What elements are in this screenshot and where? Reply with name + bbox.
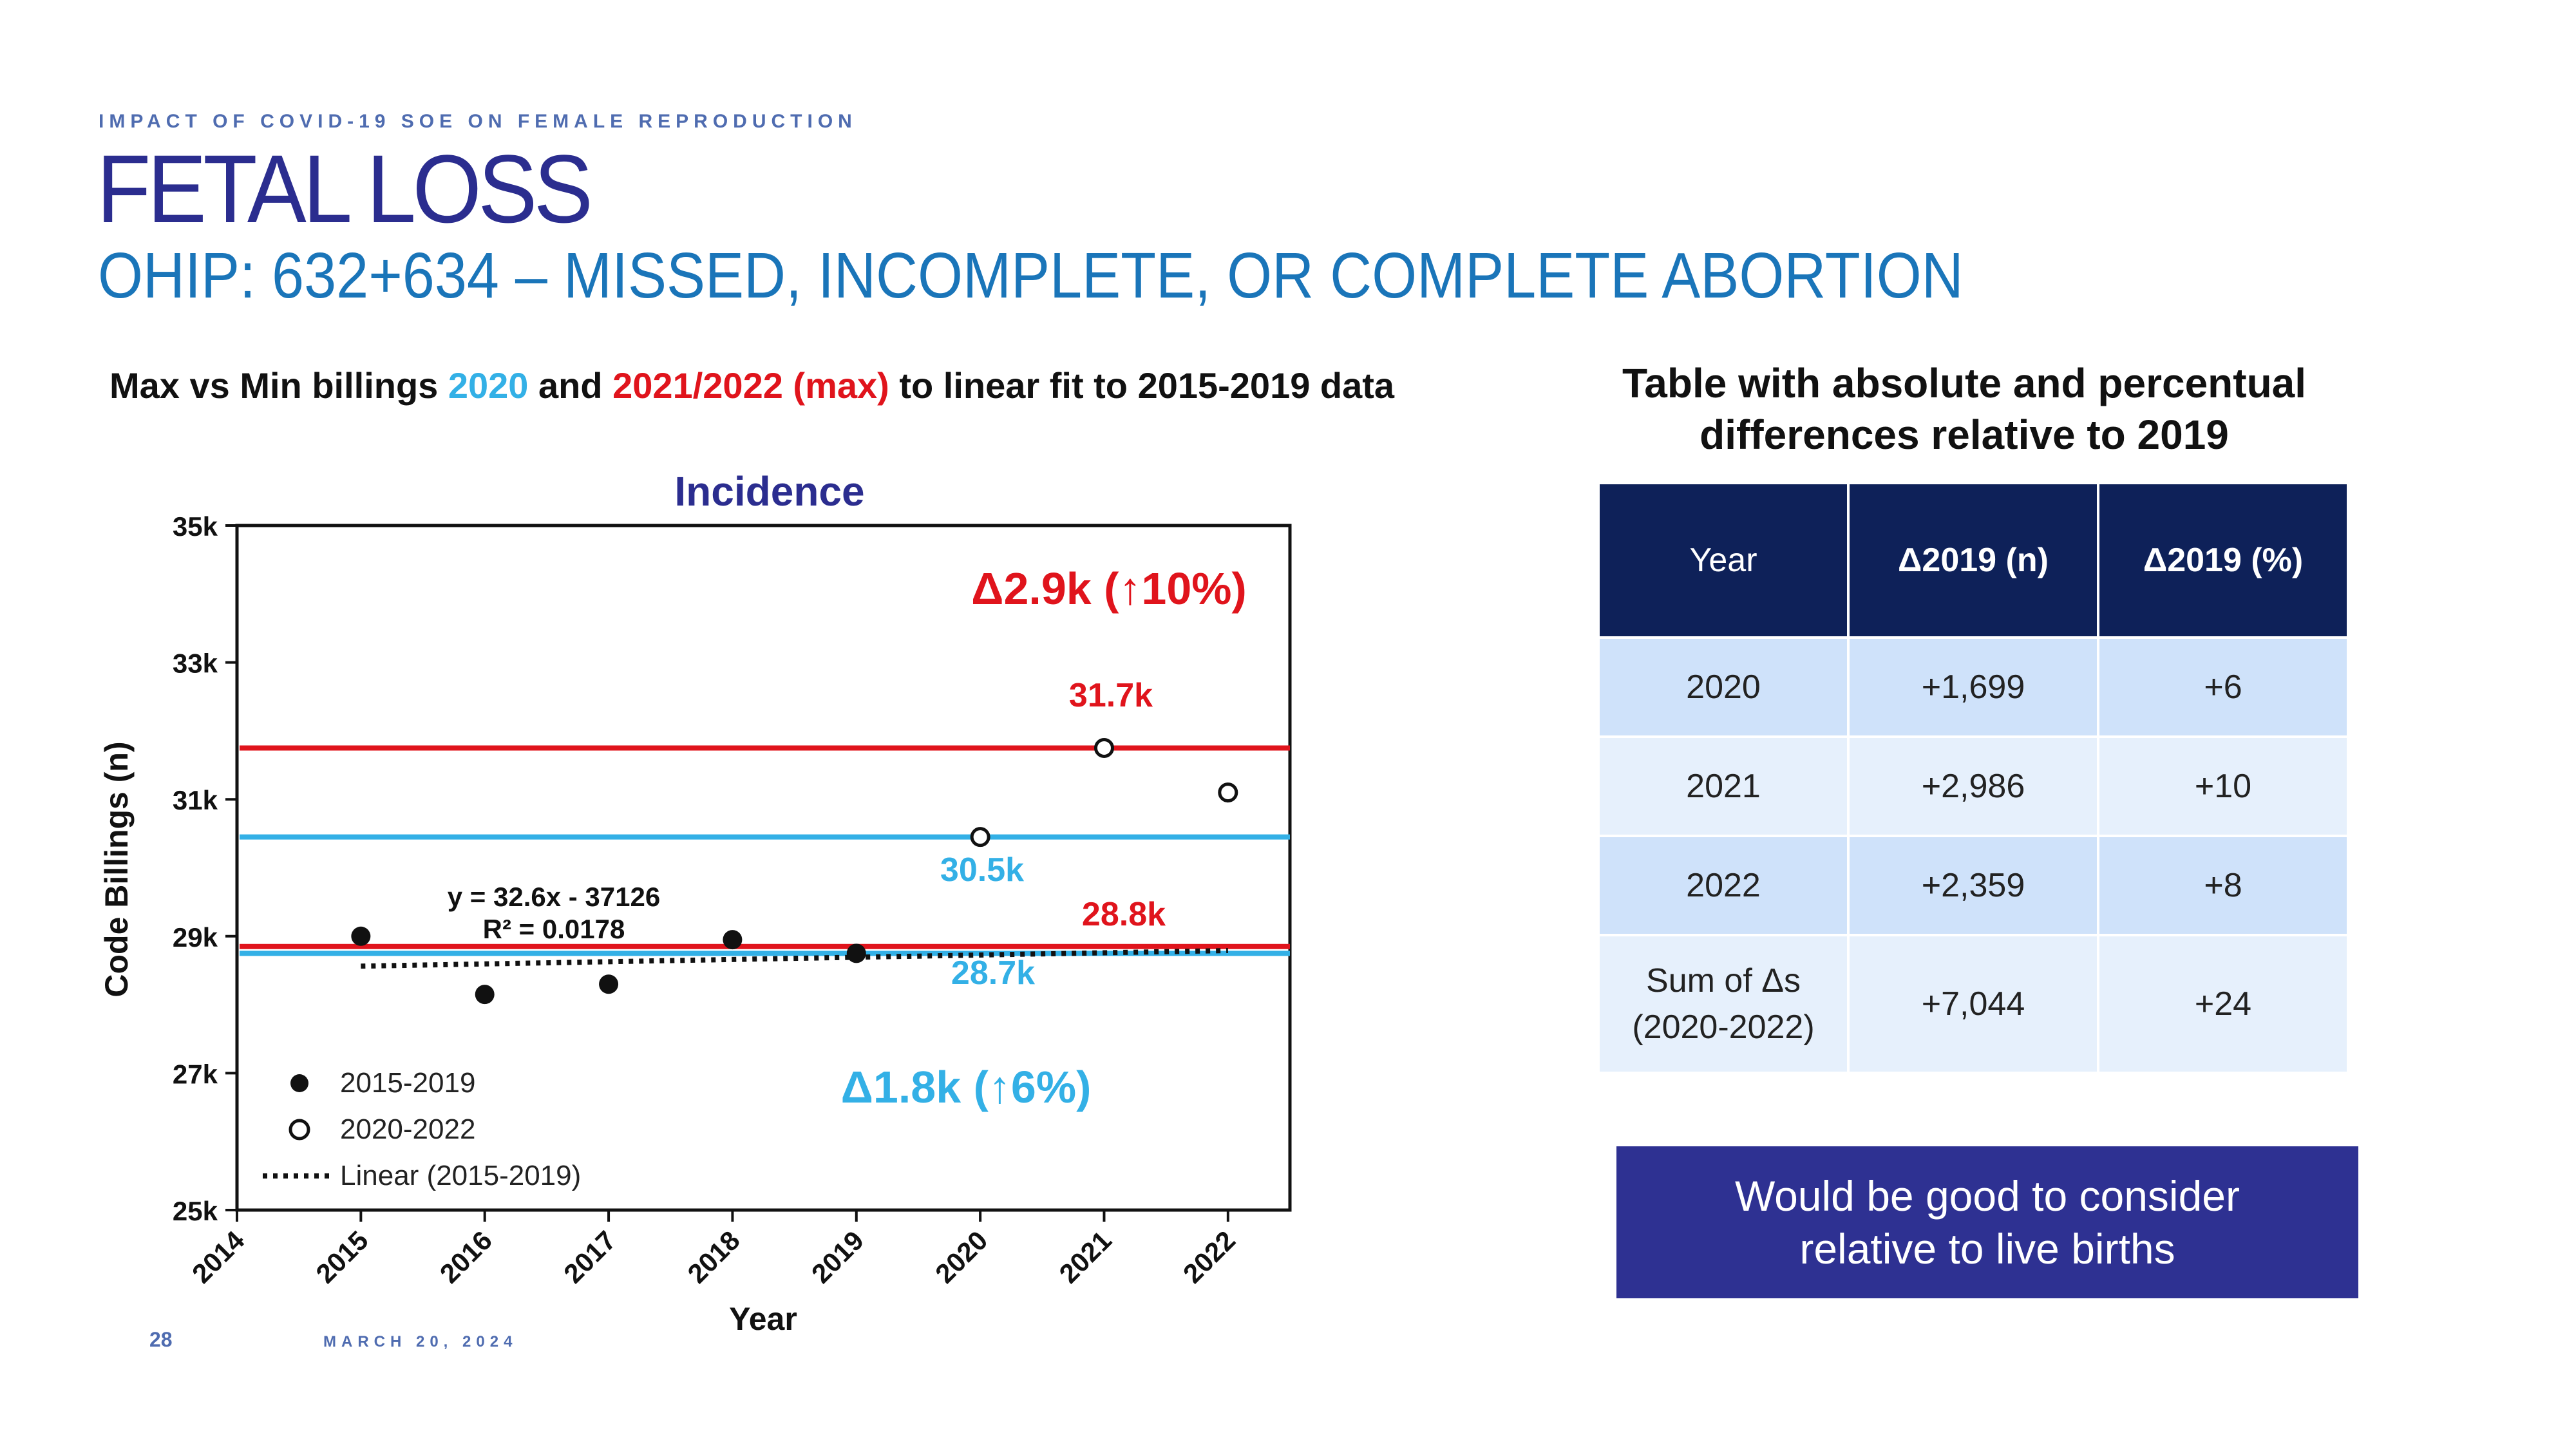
data-point: [723, 930, 743, 950]
x-tick-label: 2016: [434, 1225, 498, 1289]
y-tick-label: 31k: [173, 785, 218, 815]
x-tick-label: 2019: [806, 1225, 869, 1289]
legend-label-2020-2022: 2020-2022: [340, 1113, 475, 1145]
caption-2021-2022: 2021/2022 (max): [612, 365, 889, 406]
data-point: [846, 943, 866, 963]
x-tick-label: 2018: [681, 1225, 745, 1289]
ref-label-28-8k: 28.8k: [1082, 896, 1166, 933]
cell-delta-n: +2,986: [1847, 735, 2099, 837]
difference-table: Year Δ2019 (n) Δ2019 (%) 2020 +1,699 +6 …: [1597, 482, 2349, 1074]
y-axis-label: Code Billings (n): [99, 741, 135, 997]
trendline-r2: R² = 0.0178: [483, 914, 625, 944]
ref-label-31-7k: 31.7k: [1069, 677, 1153, 714]
table-sum-row: Sum of Δs (2020-2022) +7,044 +24: [1597, 934, 2349, 1074]
y-tick-label: 35k: [173, 511, 218, 542]
table-row: 2020 +1,699 +6: [1597, 636, 2349, 738]
x-tick-label: 2021: [1054, 1225, 1117, 1289]
x-tick-label: 2020: [929, 1225, 993, 1289]
legend: 2015-2019 2020-2022 Linear (2015-2019): [263, 1067, 581, 1191]
x-axis-label: Year: [729, 1301, 797, 1337]
legend-label-2015-2019: 2015-2019: [340, 1067, 475, 1099]
cell-delta-n: +1,699: [1847, 636, 2099, 738]
annotation-red-delta: Δ2.9k (↑10%): [971, 564, 1247, 614]
table-header-row: Year Δ2019 (n) Δ2019 (%): [1597, 482, 2349, 639]
table-row: 2022 +2,359 +8: [1597, 835, 2349, 936]
sum-label-line2: (2020-2022): [1632, 1009, 1815, 1046]
ref-label-28-7k: 28.7k: [951, 954, 1035, 992]
note-text: Would be good to consider relative to li…: [1735, 1172, 2240, 1273]
cell-delta-pct: +8: [2097, 835, 2349, 936]
x-tick-label: 2022: [1177, 1225, 1241, 1289]
y-axis: 25k 27k 29k 31k 33k 35k: [173, 511, 237, 1226]
cell-year: 2022: [1597, 835, 1850, 936]
data-point: [599, 974, 619, 994]
data-point: [351, 926, 371, 946]
x-axis: 2014 2015 2016 2017 2018 2019 2020 2021 2022: [186, 1210, 1241, 1289]
x-tick-label: 2017: [558, 1225, 621, 1289]
trendline: [361, 947, 1228, 969]
data-point: [475, 985, 495, 1005]
note-box: Would be good to consider relative to li…: [1616, 1146, 2358, 1298]
cell-delta-pct: +6: [2097, 636, 2349, 738]
caption-part: and: [528, 365, 613, 406]
column-header-delta-n: Δ2019 (n): [1847, 482, 2099, 639]
x-tick-label: 2015: [310, 1225, 374, 1289]
y-tick-label: 25k: [173, 1196, 218, 1226]
caption-2020: 2020: [448, 365, 529, 406]
trendline-path: [361, 947, 1228, 969]
table-row: 2021 +2,986 +10: [1597, 735, 2349, 837]
cell-sum-pct: +24: [2097, 934, 2349, 1074]
y-tick-label: 33k: [173, 649, 218, 679]
table-heading: Table with absolute and percentual diffe…: [1622, 360, 2307, 458]
x-tick-label: 2014: [186, 1225, 251, 1289]
sum-label-line1: Sum of Δs: [1646, 962, 1801, 999]
trendline-equation: y = 32.6x - 37126: [448, 882, 660, 912]
page-title: FETAL LOSS: [97, 135, 593, 243]
chart-caption: Max vs Min billings 2020 and 2021/2022 (…: [109, 365, 1394, 406]
y-tick-label: 27k: [173, 1059, 218, 1089]
legend-label-linear: Linear (2015-2019): [340, 1160, 581, 1191]
caption-part: Max vs Min billings: [109, 365, 448, 406]
legend-marker-open: [289, 1119, 310, 1141]
caption-part: to linear fit to 2015-2019 data: [889, 365, 1395, 406]
data-point: [1094, 737, 1114, 758]
chart-title: Incidence: [674, 468, 864, 515]
cell-delta-pct: +10: [2097, 735, 2349, 837]
legend-marker-filled: [290, 1074, 308, 1092]
footer-date: MARCH 20, 2024: [323, 1333, 518, 1350]
annotation-blue-delta: Δ1.8k (↑6%): [841, 1062, 1092, 1112]
column-header-year: Year: [1597, 482, 1850, 639]
data-point: [1218, 782, 1238, 803]
cell-sum-n: +7,044: [1847, 934, 2099, 1074]
data-point: [970, 827, 990, 848]
cell-delta-n: +2,359: [1847, 835, 2099, 936]
column-header-delta-pct: Δ2019 (%): [2097, 482, 2349, 639]
ref-label-30-5k: 30.5k: [940, 851, 1024, 889]
section-kicker: IMPACT OF COVID-19 SOE ON FEMALE REPRODU…: [99, 111, 857, 132]
page-number: 28: [149, 1328, 173, 1351]
y-tick-label: 29k: [173, 922, 218, 952]
cell-sum-label: Sum of Δs (2020-2022): [1597, 934, 1850, 1074]
page-subtitle: OHIP: 632+634 – MISSED, INCOMPLETE, OR C…: [98, 240, 1964, 312]
cell-year: 2020: [1597, 636, 1850, 738]
data-points: [351, 737, 1238, 1005]
plot-frame: [235, 524, 1292, 1212]
cell-year: 2021: [1597, 735, 1850, 837]
